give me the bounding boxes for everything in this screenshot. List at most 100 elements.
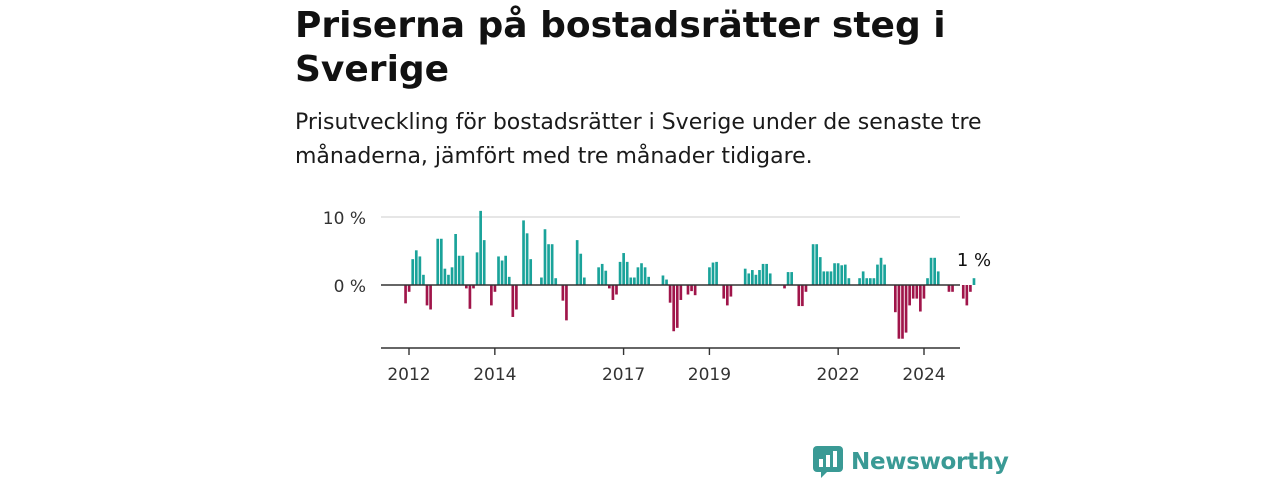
bar-positive <box>868 278 872 285</box>
bar-positive <box>822 271 826 285</box>
bar-negative <box>472 285 475 289</box>
bar-negative <box>897 285 901 339</box>
bar-positive <box>582 277 586 285</box>
bar-negative <box>686 285 690 295</box>
bar-negative <box>911 285 915 299</box>
bar-positive <box>833 263 836 285</box>
bar-positive <box>457 255 461 285</box>
bar-positive <box>636 267 640 285</box>
bar-positive <box>926 278 929 285</box>
bar-positive <box>761 263 765 285</box>
bar-positive <box>597 267 600 285</box>
logo-text: Newsworthy <box>851 449 1009 475</box>
bar-positive <box>554 278 558 285</box>
bar-positive <box>836 263 840 285</box>
bar-negative <box>901 285 904 339</box>
bar-positive <box>811 244 815 285</box>
bar-negative <box>961 285 965 299</box>
bar-positive <box>751 270 754 285</box>
bar-positive <box>622 253 625 285</box>
bar-positive <box>543 229 547 285</box>
bar-negative <box>919 285 922 312</box>
bar-negative <box>515 285 518 310</box>
bar-positive <box>482 240 486 285</box>
bar-positive <box>826 271 829 285</box>
bar-negative <box>908 285 911 306</box>
bar-positive <box>625 261 629 285</box>
bar-positive <box>818 257 822 285</box>
bars <box>404 210 976 339</box>
bar-positive <box>786 272 790 285</box>
bar-positive <box>747 273 751 285</box>
bar-positive <box>768 273 772 285</box>
bar-positive <box>604 270 608 285</box>
bar-positive <box>661 275 665 285</box>
bar-negative <box>675 285 679 328</box>
bar-negative <box>425 285 429 306</box>
bar-positive <box>454 234 457 285</box>
bar-negative <box>615 285 618 295</box>
bar-positive <box>711 262 715 285</box>
y-tick-label: 0 % <box>334 277 366 297</box>
bar-positive <box>436 238 440 285</box>
bar-positive <box>507 276 511 285</box>
y-tick-label: 10 % <box>323 209 366 229</box>
bar-negative <box>693 285 697 296</box>
bar-positive <box>504 255 508 285</box>
labels: 10 % 0 % 2012 2014 2017 2019 2022 2024 1 % <box>323 209 991 385</box>
bar-positive <box>972 278 976 285</box>
bar-positive <box>479 210 482 285</box>
bar-positive <box>876 264 879 285</box>
bar-negative <box>407 285 411 292</box>
bar-positive <box>497 256 500 285</box>
bar-positive <box>840 265 844 285</box>
bar-positive <box>633 277 636 285</box>
bar-positive <box>879 257 883 285</box>
bar-positive <box>411 259 415 285</box>
bar-positive <box>665 279 668 285</box>
bar-positive <box>815 244 819 285</box>
bar-negative <box>493 285 497 292</box>
bar-positive <box>550 244 554 285</box>
bar-positive <box>765 263 768 285</box>
x-tick-label: 2014 <box>473 365 516 385</box>
bar-negative <box>404 285 407 304</box>
newsworthy-logo[interactable]: Newsworthy <box>813 446 1009 478</box>
bar-positive <box>708 267 711 285</box>
bar-positive <box>540 277 543 285</box>
bar-positive <box>883 264 886 285</box>
x-tick-label: 2022 <box>817 365 860 385</box>
bar-positive <box>933 257 936 285</box>
bar-negative <box>915 285 919 299</box>
x-tick-label: 2012 <box>387 365 430 385</box>
bar-positive <box>843 264 847 285</box>
bar-positive <box>929 257 933 285</box>
chart-title: Priserna på bostadsrätter steg i Sverige <box>295 5 946 90</box>
bar-negative <box>893 285 897 313</box>
x-tick-label: 2017 <box>602 365 645 385</box>
x-tick-label: 2024 <box>902 365 945 385</box>
bar-negative <box>429 285 432 310</box>
bar-negative <box>951 285 954 292</box>
bar-negative <box>722 285 726 299</box>
chart-subtitle: Prisutveckling för bostadsrätter i Sveri… <box>295 110 982 169</box>
bar-positive <box>500 260 504 285</box>
bar-positive <box>858 278 861 285</box>
bar-negative <box>947 285 951 292</box>
bar-negative <box>804 285 808 292</box>
bar-positive <box>847 278 851 285</box>
bar-positive <box>414 250 418 285</box>
bar-negative <box>468 285 472 309</box>
bar-positive <box>790 272 793 285</box>
bar-negative <box>969 285 972 292</box>
bar-positive <box>447 274 450 285</box>
bar-positive <box>629 277 633 285</box>
bar-positive <box>422 274 425 285</box>
bar-positive <box>439 238 443 285</box>
bar-positive <box>758 270 761 285</box>
bar-positive <box>640 263 643 285</box>
bar-negative <box>608 285 611 289</box>
bar-positive <box>575 240 579 285</box>
bar-negative <box>801 285 804 307</box>
bar-positive <box>529 259 533 285</box>
